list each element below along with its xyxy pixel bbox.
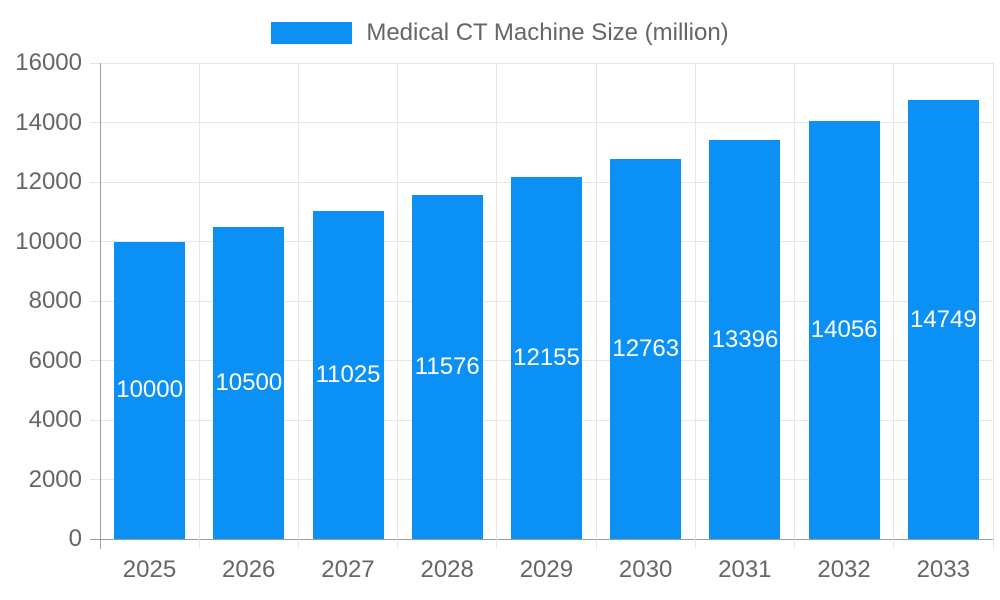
y-tick-label: 8000 [28, 287, 82, 314]
y-tick-label: 0 [68, 525, 82, 552]
legend-swatch [271, 22, 353, 44]
y-tick-label: 14000 [15, 108, 82, 136]
bar-value-label: 13396 [711, 325, 779, 353]
bar-value-label: 12763 [612, 335, 680, 363]
bar-value-label: 10000 [116, 376, 183, 404]
y-tick-label: 6000 [28, 346, 82, 374]
x-axis-line [90, 538, 993, 540]
y-gridline [90, 62, 993, 64]
y-tick-label: 10000 [15, 227, 82, 255]
x-tick-label: 2031 [718, 556, 772, 583]
bar[interactable] [312, 211, 384, 539]
y-tick-label: 12000 [15, 168, 82, 195]
bar[interactable] [709, 140, 781, 539]
x-tick-label: 2033 [916, 556, 970, 583]
y-gridline [90, 122, 993, 123]
x-tick-label: 2029 [519, 556, 574, 583]
bar[interactable] [610, 159, 682, 539]
y-tick-label: 16000 [15, 49, 82, 76]
x-tick-label: 2026 [222, 556, 276, 583]
bar[interactable] [907, 100, 979, 539]
x-gridline [496, 63, 498, 549]
bar[interactable] [213, 226, 285, 539]
x-gridline [297, 63, 299, 549]
x-tick-label: 2027 [321, 556, 375, 583]
bar-value-label: 10500 [215, 368, 283, 396]
bar[interactable] [808, 120, 880, 539]
x-gridline [397, 63, 399, 549]
x-tick-label: 2032 [817, 556, 871, 583]
y-axis-line [99, 63, 101, 549]
bar-value-label: 11025 [315, 361, 381, 388]
bar-value-label: 11576 [414, 352, 480, 380]
x-gridline [595, 63, 597, 549]
x-tick-label: 2030 [618, 556, 673, 583]
x-gridline [794, 63, 796, 549]
x-gridline [992, 63, 994, 549]
legend-item[interactable]: Medical CT Machine Size (million) [0, 21, 1000, 45]
x-gridline [694, 63, 696, 549]
x-tick-label: 2028 [420, 556, 474, 583]
x-gridline [198, 63, 200, 549]
bar[interactable] [411, 194, 483, 539]
bar-value-label: 14749 [910, 305, 977, 333]
bar-value-label: 14056 [810, 315, 878, 343]
x-tick-label: 2025 [122, 556, 177, 583]
bar[interactable] [511, 177, 582, 539]
y-tick-label: 2000 [28, 465, 82, 493]
y-tick-label: 4000 [28, 406, 82, 433]
bar-value-label: 12155 [513, 344, 580, 372]
bar[interactable] [114, 241, 186, 539]
x-gridline [893, 63, 895, 549]
legend-label: Medical CT Machine Size (million) [366, 19, 729, 46]
